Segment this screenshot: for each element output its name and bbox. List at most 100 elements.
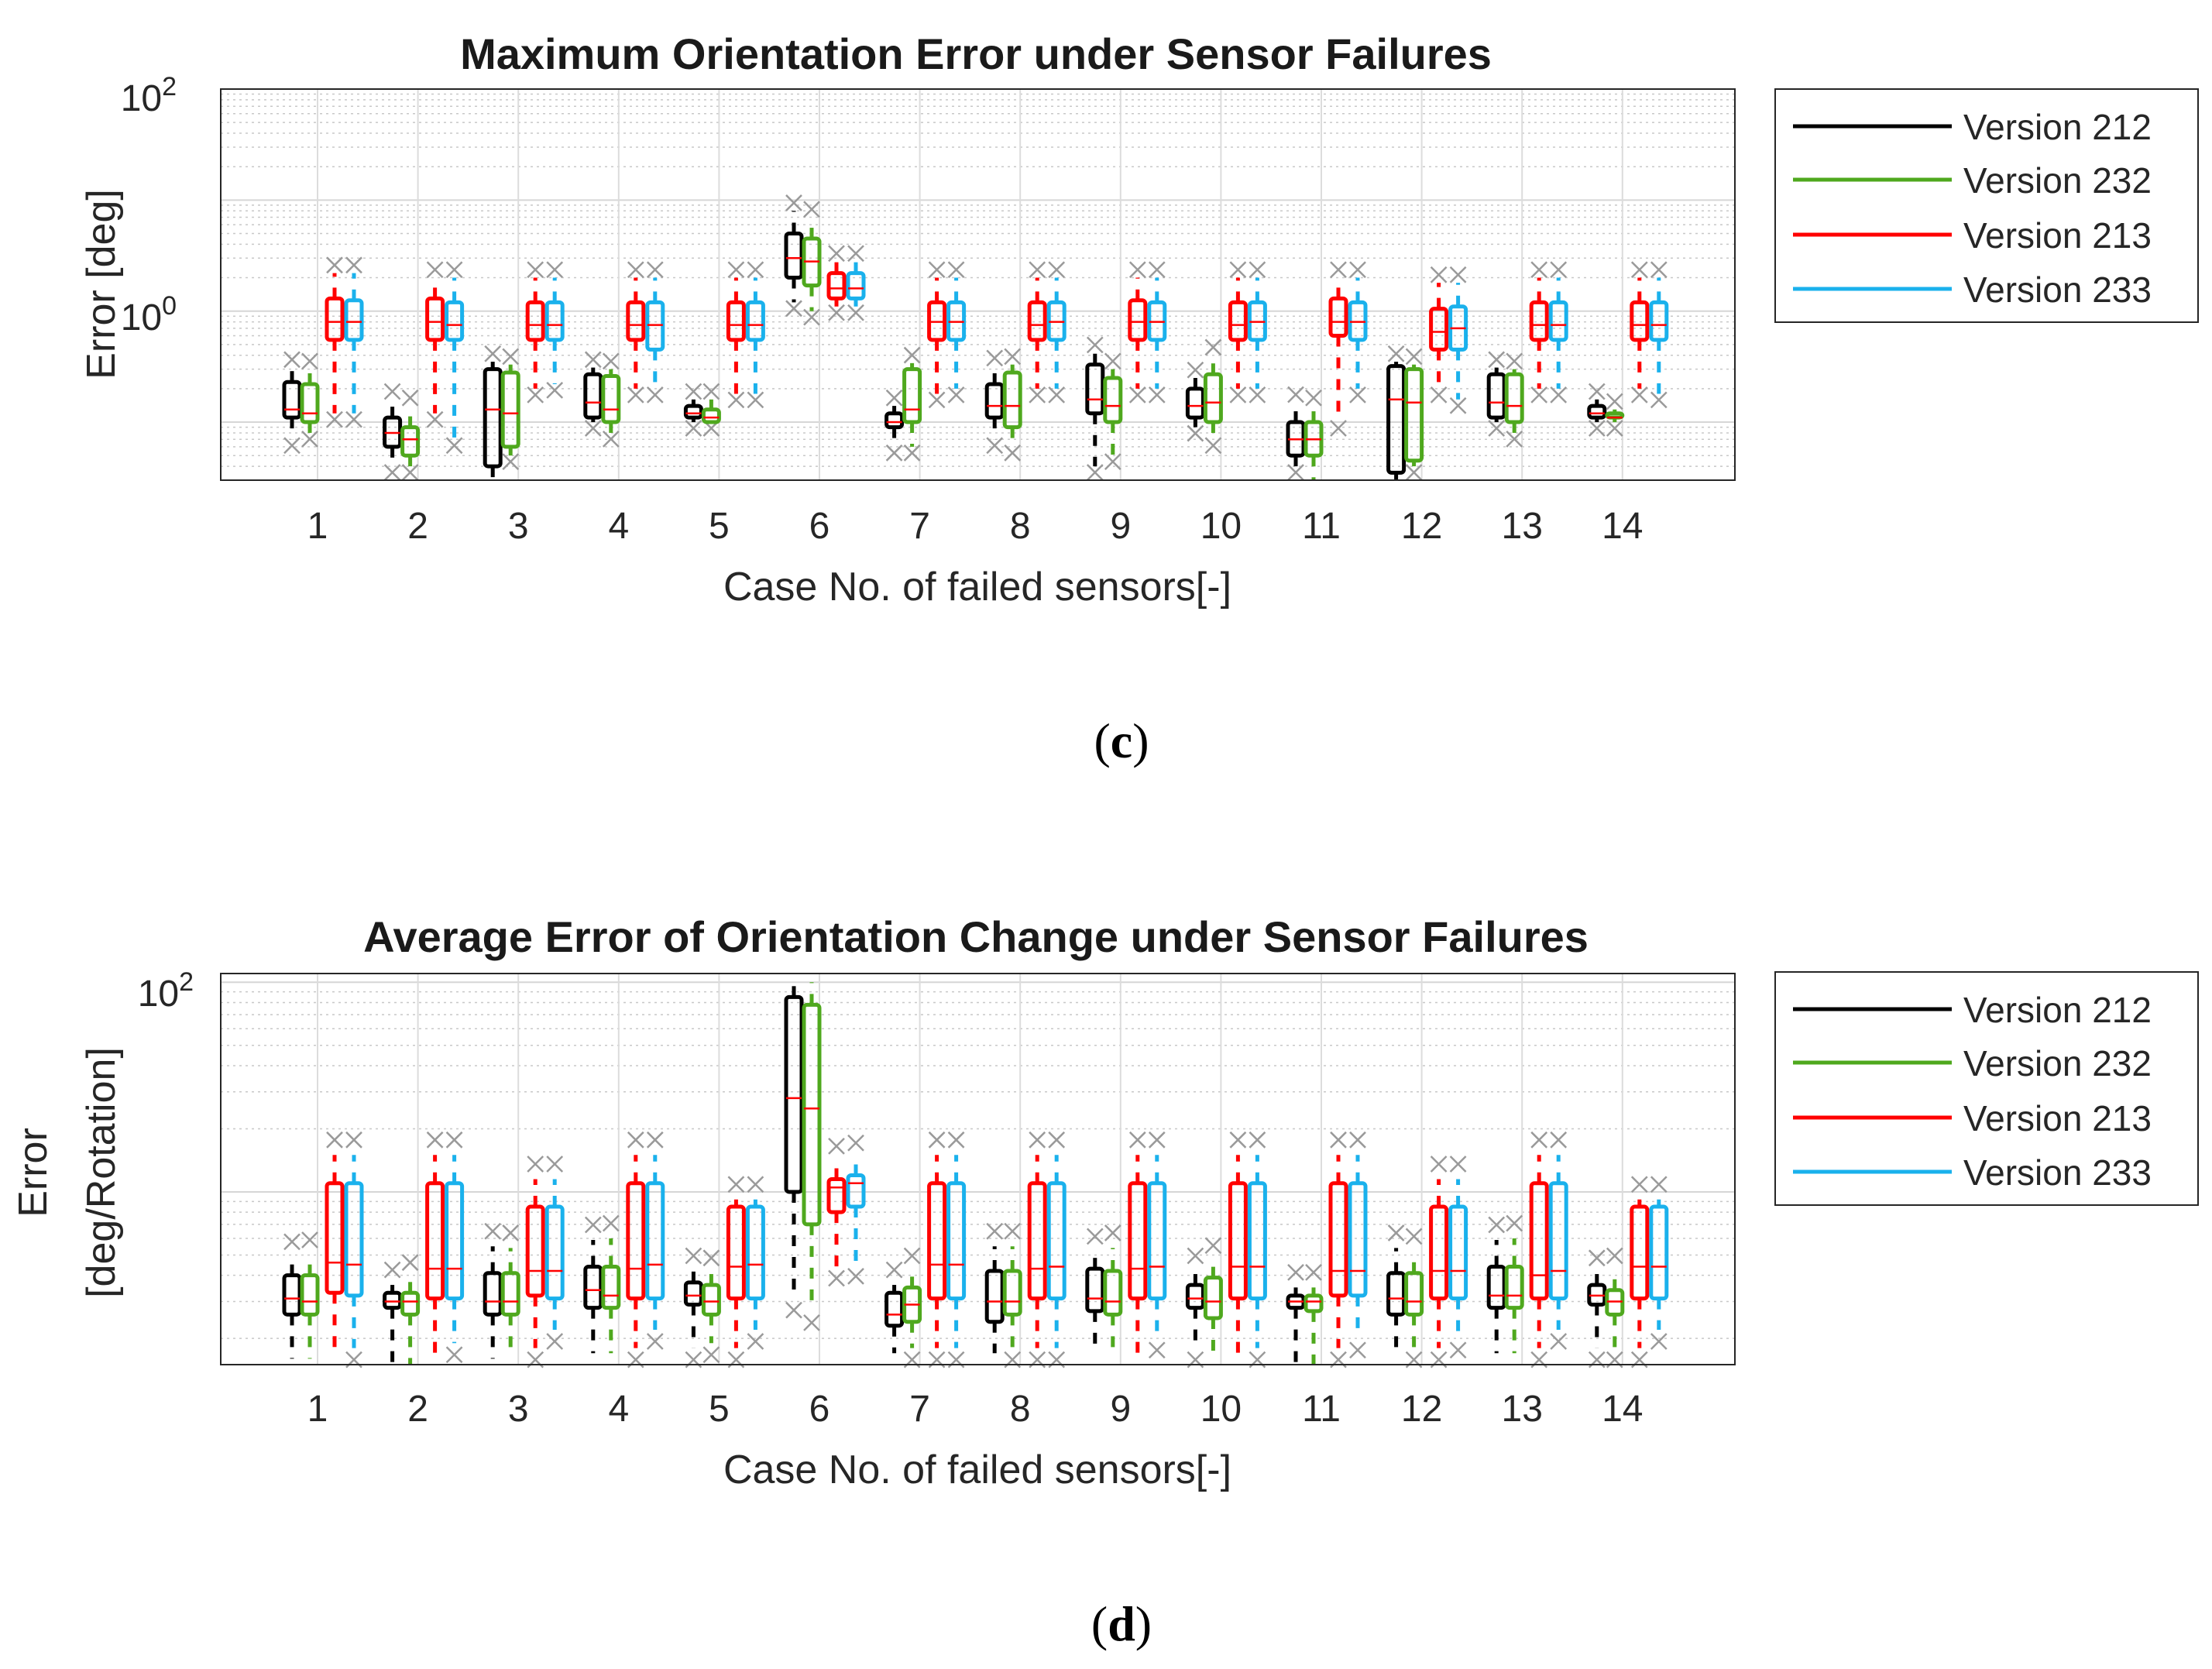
box-version-233: [1247, 261, 1267, 404]
box-body: [1429, 1204, 1449, 1301]
box-version-232: [1103, 352, 1123, 471]
chart-d-ylabel-line2: [deg/Rotation]: [79, 1047, 124, 1298]
box-version-233: [445, 1131, 465, 1364]
outlier-marker: [803, 201, 820, 218]
outlier-marker: [1004, 348, 1022, 366]
box-body: [583, 1264, 603, 1310]
outlier-marker: [747, 1333, 764, 1350]
box-body: [1203, 372, 1223, 424]
box-body: [425, 1181, 445, 1301]
outlier-marker: [401, 1254, 419, 1272]
outlier-marker: [602, 352, 620, 370]
box-body: [802, 1002, 822, 1227]
outlier-marker: [1128, 386, 1146, 404]
x-tick-label: 10: [1200, 1389, 1242, 1430]
outlier-marker: [928, 261, 946, 279]
box-version-213: [525, 261, 545, 404]
box-body: [745, 300, 765, 342]
x-tick-label: 10: [1200, 506, 1242, 547]
box-body: [282, 1273, 302, 1317]
outlier-marker: [803, 1314, 820, 1331]
outlier-marker: [903, 444, 921, 462]
outlier-marker: [1029, 386, 1046, 404]
box-version-213: [1630, 261, 1650, 404]
chart-c-ytick-exp: 0: [162, 291, 177, 321]
outlier-marker: [1330, 420, 1347, 437]
box-version-213: [1228, 261, 1248, 404]
box-body: [1128, 1181, 1148, 1301]
box-body: [1002, 370, 1022, 430]
box-version-213: [425, 1131, 445, 1354]
box-body: [683, 404, 703, 420]
outlier-marker: [1430, 1156, 1448, 1173]
box-version-213: [1529, 261, 1549, 404]
outlier-marker: [1630, 386, 1648, 404]
box-body: [1304, 1293, 1324, 1314]
outlier-marker: [747, 261, 764, 279]
box-body: [1046, 1181, 1066, 1301]
box-body: [601, 374, 621, 424]
box-version-213: [626, 261, 646, 404]
box-body: [645, 1181, 665, 1301]
box-body: [1404, 1271, 1424, 1317]
box-body: [1448, 1204, 1468, 1301]
box-body: [383, 1290, 403, 1310]
box-body: [1027, 1181, 1047, 1301]
outlier-marker: [627, 261, 644, 279]
outlier-marker: [445, 437, 463, 455]
outlier-marker: [502, 453, 520, 471]
outlier-marker: [1488, 351, 1506, 369]
box-version-212: [583, 351, 603, 437]
box-version-232: [802, 982, 822, 1331]
outlier-marker: [1349, 1131, 1366, 1149]
x-tick-label: 9: [1110, 506, 1131, 547]
box-body: [1328, 1181, 1348, 1298]
x-tick-label: 14: [1602, 1389, 1643, 1430]
outlier-marker: [847, 304, 864, 321]
outlier-marker: [426, 1131, 444, 1149]
box-version-233: [645, 1131, 665, 1350]
outlier-marker: [986, 437, 1004, 455]
legend-entry-v233: Version 233: [1963, 270, 2152, 310]
outlier-marker: [646, 1333, 664, 1350]
outlier-marker: [646, 261, 664, 279]
box-version-233: [344, 1131, 364, 1369]
box-body: [583, 372, 603, 420]
x-tick-label: 11: [1302, 506, 1341, 547]
outlier-marker: [986, 349, 1004, 367]
box-body: [1185, 386, 1205, 420]
box-body: [483, 367, 503, 469]
outlier-marker: [1029, 1131, 1046, 1149]
box-body: [902, 367, 922, 424]
box-version-212: [784, 982, 804, 1319]
box-body: [701, 407, 721, 424]
outlier-marker: [1249, 261, 1266, 279]
outlier-marker: [702, 1249, 720, 1267]
box-version-233: [1348, 261, 1368, 404]
outlier-marker: [1004, 444, 1022, 462]
box-body: [282, 379, 302, 420]
outlier-marker: [828, 1138, 845, 1155]
outlier-marker: [445, 1131, 463, 1149]
outlier-marker: [1249, 1131, 1266, 1149]
outlier-marker: [502, 348, 520, 366]
box-version-212: [683, 383, 703, 437]
box-body: [445, 300, 465, 342]
box-version-213: [1128, 261, 1148, 404]
x-tick-label: 8: [1010, 506, 1031, 547]
outlier-marker: [1405, 1228, 1423, 1245]
box-version-233: [544, 261, 565, 399]
box-version-212: [1085, 336, 1105, 481]
outlier-marker: [828, 1269, 845, 1287]
x-tick-label: 14: [1602, 506, 1643, 547]
box-body: [601, 1264, 621, 1310]
outlier-marker: [1550, 1131, 1568, 1149]
x-tick-label: 8: [1010, 1389, 1031, 1430]
box-version-212: [282, 351, 302, 455]
box-version-213: [1228, 1131, 1248, 1354]
box-version-232: [300, 1231, 320, 1359]
box-body: [1103, 1269, 1123, 1317]
outlier-marker: [1449, 266, 1467, 283]
x-tick-label: 4: [608, 506, 629, 547]
outlier-marker: [1588, 1249, 1606, 1267]
